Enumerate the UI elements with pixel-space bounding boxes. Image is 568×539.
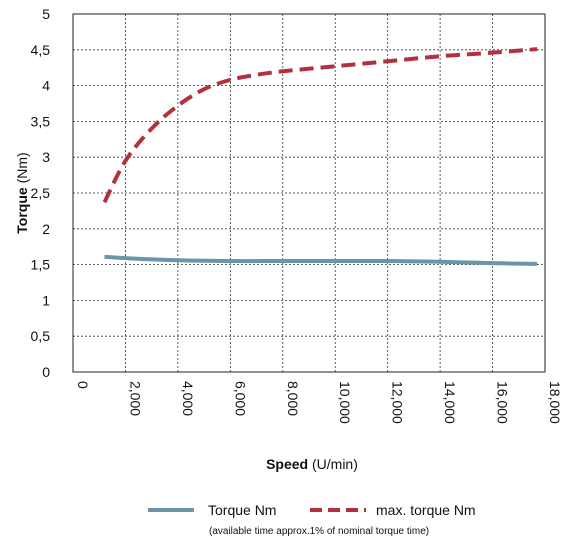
- y-tick-label: 3,5: [31, 113, 51, 129]
- legend-label-torque: Torque Nm: [208, 502, 276, 518]
- y-tick-label: 4: [42, 78, 50, 94]
- x-tick-label: 14,000: [442, 381, 458, 424]
- y-axis-title-bold: Torque: [14, 187, 30, 234]
- y-tick-label: 0,5: [31, 328, 51, 344]
- series-line-max-torque: [102, 47, 538, 204]
- x-tick-label: 8,000: [285, 381, 301, 416]
- x-tick-labels: 0 2,000 4,000 6,000 8,000 10,000 12,000 14,000 1…: [75, 381, 563, 424]
- y-tick-label: 2,5: [31, 185, 51, 201]
- x-tick-label: 0: [75, 381, 91, 389]
- series-group: [102, 47, 538, 266]
- torque-speed-chart: 0 0,5 1 1,5 2 2,5 3 3,5 4 4,5 5 0 2,000 4,000 6,000 8,…: [14, 6, 563, 472]
- y-axis-title-unit: (Nm): [14, 152, 30, 187]
- y-tick-label: 5: [42, 6, 50, 22]
- legend-label-max-torque: max. torque Nm: [376, 502, 476, 518]
- grid: [73, 14, 545, 372]
- x-tick-label: 4,000: [180, 381, 196, 416]
- y-tick-label: 1,5: [31, 257, 51, 273]
- y-axis-title: Torque (Nm): [14, 152, 30, 233]
- x-tick-label: 6,000: [232, 381, 248, 416]
- x-tick-label: 18,000: [547, 381, 563, 424]
- y-tick-label: 1: [42, 292, 50, 308]
- series-line-torque: [104, 254, 538, 266]
- x-tick-label: 10,000: [337, 381, 353, 424]
- y-tick-label: 2: [42, 221, 50, 237]
- x-tick-label: 16,000: [495, 381, 511, 424]
- y-tick-label: 3: [42, 149, 50, 165]
- y-tick-label: 4,5: [31, 42, 51, 58]
- x-tick-label: 2,000: [127, 381, 143, 416]
- plot-frame: [72, 13, 546, 373]
- x-axis-title-bold: Speed: [266, 456, 308, 472]
- x-axis-title: Speed (U/min): [266, 456, 358, 472]
- legend-note: (available time approx.1% of nominal tor…: [209, 526, 429, 537]
- y-tick-labels: 0 0,5 1 1,5 2 2,5 3 3,5 4 4,5 5: [31, 6, 51, 380]
- x-tick-label: 12,000: [390, 381, 406, 424]
- y-tick-label: 0: [42, 364, 50, 380]
- x-axis-title-unit: (U/min): [308, 456, 358, 472]
- legend: Torque Nm max. torque Nm (available time…: [148, 502, 476, 537]
